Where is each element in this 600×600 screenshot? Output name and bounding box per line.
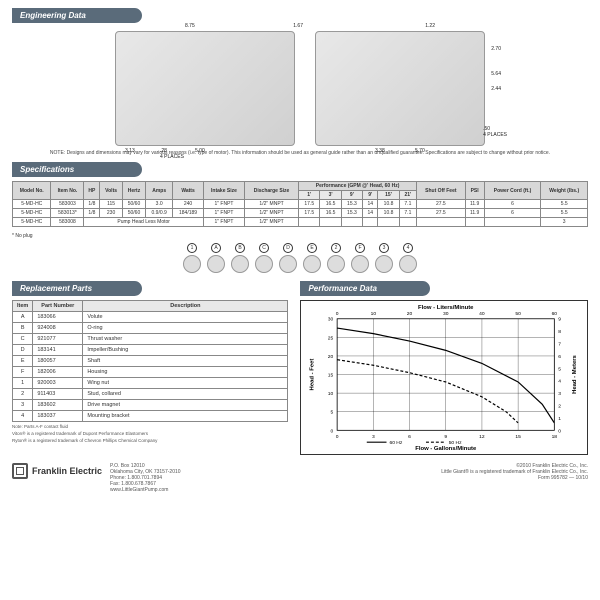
svg-text:3: 3 bbox=[559, 391, 562, 397]
svg-text:0: 0 bbox=[559, 428, 562, 434]
franklin-logo-icon bbox=[12, 463, 28, 479]
footer-right: ©2010 Franklin Electric Co., Inc. Little… bbox=[441, 463, 588, 481]
svg-text:9: 9 bbox=[559, 317, 562, 323]
footer-address: P.O. Box 12010Oklahoma City, OK 73157-20… bbox=[110, 463, 181, 493]
table-row: F182006Housing bbox=[13, 367, 288, 378]
svg-text:10: 10 bbox=[371, 311, 377, 317]
table-row: C921077Thrust washer bbox=[13, 334, 288, 345]
spec-footnote: * No plug bbox=[12, 233, 588, 239]
svg-text:60: 60 bbox=[552, 311, 558, 317]
svg-text:15: 15 bbox=[328, 373, 334, 379]
diagrams-row: 8.75 1.67 3.13 5.00 .28 4 PLACES 1.22 2.… bbox=[12, 31, 588, 146]
svg-text:3: 3 bbox=[372, 434, 375, 440]
table-row: 5-MD-HC583008Pump Head Less Motor1" FNPT… bbox=[13, 218, 588, 227]
svg-text:8: 8 bbox=[559, 329, 562, 335]
svg-text:25: 25 bbox=[328, 335, 334, 341]
svg-text:12: 12 bbox=[480, 434, 486, 440]
svg-text:Flow - Gallons/Minute: Flow - Gallons/Minute bbox=[416, 446, 478, 452]
engineering-note: NOTE: Designs and dimensions may vary fo… bbox=[12, 150, 588, 156]
table-row: B924008O-ring bbox=[13, 323, 288, 334]
exploded-part: 4 bbox=[399, 243, 417, 273]
replacement-header: Replacement Parts bbox=[12, 281, 142, 296]
engineering-header: Engineering Data bbox=[12, 8, 142, 23]
svg-text:20: 20 bbox=[407, 311, 413, 317]
svg-text:0: 0 bbox=[336, 434, 339, 440]
exploded-view: 1ABCDE2F34 bbox=[12, 243, 588, 273]
performance-header: Performance Data bbox=[300, 281, 430, 296]
svg-text:4: 4 bbox=[559, 379, 562, 385]
exploded-part: 2 bbox=[327, 243, 345, 273]
pump-front-view bbox=[315, 31, 485, 146]
exploded-part: F bbox=[351, 243, 369, 273]
table-row: 2911403Stud, collared bbox=[13, 389, 288, 400]
svg-text:50 Hz: 50 Hz bbox=[449, 440, 462, 446]
svg-text:30: 30 bbox=[328, 317, 334, 323]
svg-text:10: 10 bbox=[328, 391, 334, 397]
svg-text:6: 6 bbox=[409, 434, 412, 440]
pump-side-view bbox=[115, 31, 295, 146]
diagram-right: 1.22 2.70 5.64 2.44 3.38 5.70 .50 4 PLAC… bbox=[315, 31, 485, 146]
company-logo: Franklin Electric bbox=[12, 463, 102, 479]
table-row: E180057Shaft bbox=[13, 356, 288, 367]
svg-text:60 Hz: 60 Hz bbox=[390, 440, 403, 446]
footer: Franklin Electric P.O. Box 12010Oklahoma… bbox=[12, 463, 588, 493]
svg-text:0: 0 bbox=[331, 428, 334, 434]
table-row: 5-MD-HC583013*1/823050/600.9/0.9184/1891… bbox=[13, 209, 588, 218]
lower-section: Replacement Parts ItemPart NumberDescrip… bbox=[12, 281, 588, 455]
svg-text:30: 30 bbox=[443, 311, 449, 317]
performance-section: Performance Data 03691215180510152025300… bbox=[300, 281, 588, 455]
engineering-data-section: Engineering Data 8.75 1.67 3.13 5.00 .28… bbox=[12, 8, 588, 156]
svg-text:5: 5 bbox=[331, 410, 334, 416]
svg-text:Head - Meters: Head - Meters bbox=[573, 354, 579, 393]
exploded-part: C bbox=[255, 243, 273, 273]
exploded-part: 1 bbox=[183, 243, 201, 273]
svg-text:40: 40 bbox=[480, 311, 486, 317]
specifications-header: Specifications bbox=[12, 162, 142, 177]
svg-text:Flow - Liters/Minute: Flow - Liters/Minute bbox=[418, 305, 474, 311]
exploded-part: B bbox=[231, 243, 249, 273]
svg-text:9: 9 bbox=[445, 434, 448, 440]
svg-text:1: 1 bbox=[559, 416, 562, 422]
replacement-parts-section: Replacement Parts ItemPart NumberDescrip… bbox=[12, 281, 288, 455]
spec-table: Model No.Item No.HPVoltsHertzAmpsWattsIn… bbox=[12, 181, 588, 227]
parts-table: ItemPart NumberDescription A183066Volute… bbox=[12, 300, 288, 422]
table-row: A183066Volute bbox=[13, 312, 288, 323]
exploded-part: 3 bbox=[375, 243, 393, 273]
performance-chart: 0369121518051015202530012345678901020304… bbox=[300, 300, 588, 455]
table-row: 3183602Drive magnet bbox=[13, 400, 288, 411]
exploded-part: E bbox=[303, 243, 321, 273]
svg-text:2: 2 bbox=[559, 403, 562, 409]
svg-text:15: 15 bbox=[516, 434, 522, 440]
table-row: 4183037Mounting bracket bbox=[13, 411, 288, 422]
company-name: Franklin Electric bbox=[32, 466, 102, 476]
table-row: 1920003Wing nut bbox=[13, 378, 288, 389]
svg-text:Head - Feet: Head - Feet bbox=[310, 359, 316, 391]
svg-text:5: 5 bbox=[559, 366, 562, 372]
specifications-section: Specifications Model No.Item No.HPVoltsH… bbox=[12, 162, 588, 239]
table-row: 5-MD-HC5830031/811550/603.02401" FNPT1/2… bbox=[13, 200, 588, 209]
svg-text:20: 20 bbox=[328, 354, 334, 360]
exploded-part: A bbox=[207, 243, 225, 273]
diagram-left: 8.75 1.67 3.13 5.00 .28 4 PLACES bbox=[115, 31, 295, 146]
svg-text:50: 50 bbox=[516, 311, 522, 317]
svg-text:18: 18 bbox=[552, 434, 558, 440]
exploded-part: D bbox=[279, 243, 297, 273]
table-row: D183141Impeller/Bushing bbox=[13, 345, 288, 356]
svg-text:6: 6 bbox=[559, 354, 562, 360]
svg-text:0: 0 bbox=[336, 311, 339, 317]
svg-text:7: 7 bbox=[559, 342, 562, 348]
